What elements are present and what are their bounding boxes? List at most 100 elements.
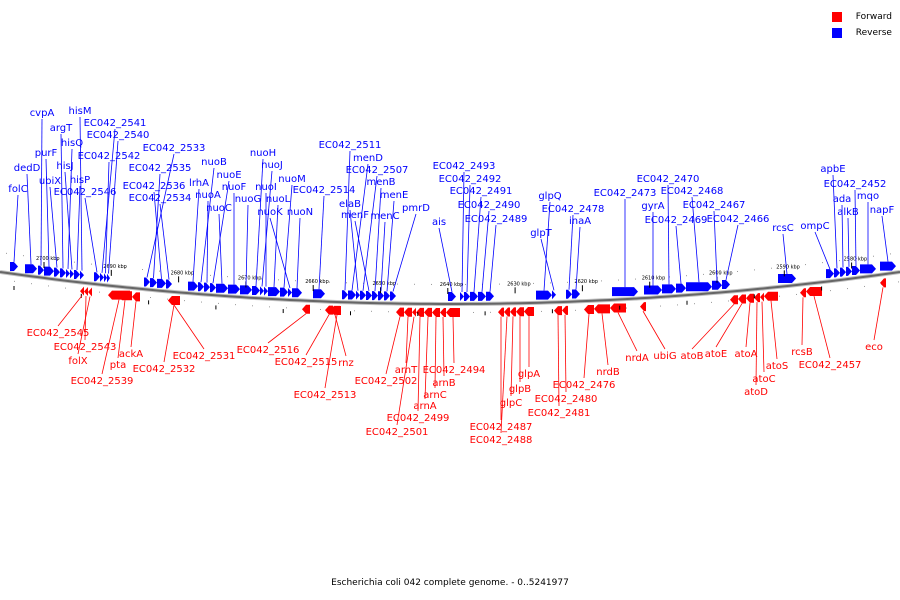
gene-EC042_2488 xyxy=(504,307,510,317)
gene-label-EC042_2507: EC042_2507 xyxy=(346,165,409,176)
gene-label-EC042_2452: EC042_2452 xyxy=(824,179,887,190)
gene-label-EC042_2473: EC042_2473 xyxy=(594,188,657,199)
leader-nuoJ xyxy=(261,170,273,287)
leader-apbE xyxy=(832,174,838,269)
leader-EC042_2480 xyxy=(564,314,567,393)
tick-label: 2670 kbp xyxy=(238,275,262,281)
reverse-gene-leaders xyxy=(13,116,889,293)
gene-label-EC042_2545: EC042_2545 xyxy=(27,328,90,339)
gene-label-atoE: atoE xyxy=(705,349,728,360)
leader-EC042_2469 xyxy=(675,225,682,284)
gene-EC042_2492 xyxy=(464,291,470,301)
gene-rcsB xyxy=(800,288,806,298)
grid-dot xyxy=(660,305,661,307)
grid-dot xyxy=(40,257,41,259)
grid-dot xyxy=(91,263,92,265)
gene-dedD xyxy=(25,264,37,274)
gene-label-napF: napF xyxy=(870,205,895,216)
gene-hisQ xyxy=(66,268,70,278)
gene-label-alkB: alkB xyxy=(837,207,859,218)
gene-label-rcsC: rcsC xyxy=(772,223,794,234)
leader-EC042_2481 xyxy=(557,315,560,407)
gene-EC042_2542 xyxy=(104,273,107,283)
gene-EC042_2511 xyxy=(342,290,348,300)
leader-EC042_2467 xyxy=(713,210,718,281)
grid-dot xyxy=(516,283,517,285)
gene-label-rnz: rnz xyxy=(338,358,354,369)
gene-label-nuoE: nuoE xyxy=(216,170,241,181)
gene-label-nuoN: nuoN xyxy=(287,207,313,218)
gene-cvpA xyxy=(38,265,44,275)
gene-label-EC042_2534: EC042_2534 xyxy=(129,193,192,204)
gene-nuoH xyxy=(252,286,260,296)
leader-EC042_2466 xyxy=(725,224,739,281)
gene-alkB xyxy=(846,266,852,276)
grid-dot xyxy=(227,276,228,278)
gene-glpQ xyxy=(536,290,552,300)
grid-dot xyxy=(65,287,66,289)
gene-ackA xyxy=(132,292,140,302)
gene-EC042_2469 xyxy=(676,283,686,293)
grid-dot xyxy=(796,293,797,295)
leader-arnB xyxy=(442,316,445,377)
gene-label-menE: menE xyxy=(380,190,409,201)
gene-label-apbE: apbE xyxy=(820,164,845,175)
leader-atoA xyxy=(745,302,751,348)
gene-label-EC042_2457: EC042_2457 xyxy=(799,360,862,371)
tick-label: 2600 kbp xyxy=(709,271,733,277)
gene-label-ubiG: ubiG xyxy=(653,351,676,362)
gene-label-nuoI: nuoI xyxy=(255,182,277,193)
leader-EC042_2541 xyxy=(101,128,116,273)
grid-dot xyxy=(830,290,831,292)
leader-pta xyxy=(117,300,126,359)
gene-label-purF: purF xyxy=(35,148,58,159)
gene-folX xyxy=(88,287,92,297)
gene-label-nuoM: nuoM xyxy=(278,174,305,185)
grid-dot xyxy=(771,267,772,269)
grid-dot xyxy=(711,301,712,303)
leader-hisQ xyxy=(67,148,73,269)
leader-atoE xyxy=(715,303,743,348)
gene-label-nuoA: nuoA xyxy=(195,190,221,201)
leader-EC042_2502 xyxy=(385,316,401,375)
gene-EC042_2533 xyxy=(144,277,150,287)
gene-EC042_2487 xyxy=(498,307,504,317)
gene-label-EC042_2531: EC042_2531 xyxy=(173,351,236,362)
gene-arnC xyxy=(432,307,440,317)
leader-arnA xyxy=(424,316,429,400)
gene-label-arnB: arnB xyxy=(432,378,455,389)
gene-EC042_2534 xyxy=(166,279,172,289)
gene-label-EC042_2480: EC042_2480 xyxy=(535,394,598,405)
leader-ackA xyxy=(130,301,137,348)
grid-dot xyxy=(167,298,168,300)
grid-dot xyxy=(779,295,780,297)
gene-label-EC042_2533: EC042_2533 xyxy=(143,143,206,154)
gene-nuoB xyxy=(198,282,204,292)
gene-label-EC042_2489: EC042_2489 xyxy=(465,214,528,225)
grid-dot xyxy=(388,311,389,313)
gene-hisP xyxy=(74,270,80,280)
gene-label-nrdB: nrdB xyxy=(596,367,620,378)
leader-EC042_2540 xyxy=(108,140,119,274)
leader-rcsC xyxy=(782,233,788,275)
gene-EC042_2536 xyxy=(157,278,166,288)
gene-label-atoA: atoA xyxy=(734,349,757,360)
gene-label-arnA: arnA xyxy=(413,401,436,412)
gene-EC042_2516 xyxy=(302,304,310,314)
gene-label-dedD: dedD xyxy=(14,163,41,174)
gene-menB xyxy=(372,291,378,301)
grid-dot xyxy=(728,300,729,302)
leader-ubiG xyxy=(642,310,666,350)
gene-label-EC042_2488: EC042_2488 xyxy=(470,435,533,446)
gene-label-EC042_2535: EC042_2535 xyxy=(129,163,192,174)
gene-label-menF: menF xyxy=(341,210,369,221)
leader-EC042_2493 xyxy=(461,171,465,292)
grid-dot xyxy=(210,274,211,276)
gene-arnB xyxy=(440,307,446,317)
leader-EC042_2501 xyxy=(396,316,415,426)
gene-label-nuoK: nuoK xyxy=(257,207,283,218)
grid-dot xyxy=(490,311,491,313)
grid-dot xyxy=(150,297,151,299)
leader-glpC xyxy=(510,316,514,397)
